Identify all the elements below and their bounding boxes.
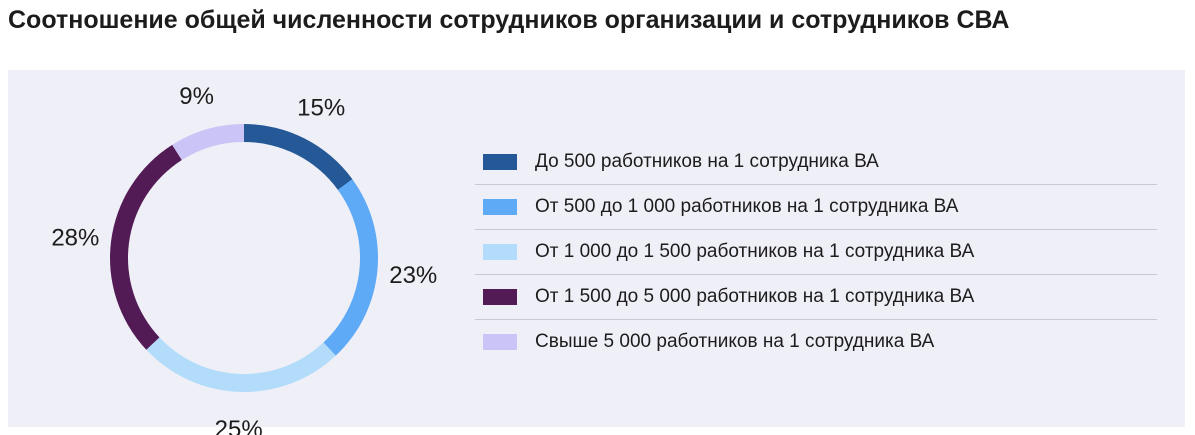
legend-item: От 500 до 1 000 работников на 1 сотрудни…	[475, 185, 1157, 230]
donut-slices	[109, 124, 378, 392]
legend-item: До 500 работников на 1 сотрудника ВА	[475, 140, 1157, 185]
donut-slice	[323, 179, 378, 356]
legend-label: Свыше 5 000 работников на 1 сотрудника В…	[535, 331, 935, 352]
legend-swatch	[483, 244, 517, 260]
donut-slice	[244, 124, 353, 190]
legend-swatch	[483, 289, 517, 305]
slice-value-label: 25%	[215, 416, 263, 435]
legend-item: От 1 500 до 5 000 работников на 1 сотруд…	[475, 275, 1157, 320]
donut-slice	[172, 124, 244, 161]
legend-label: До 500 работников на 1 сотрудника ВА	[535, 151, 879, 172]
donut-labels: 15% 23% 25% 28% 9%	[51, 83, 437, 435]
legend-swatch	[483, 199, 517, 215]
legend-label: От 500 до 1 000 работников на 1 сотрудни…	[535, 196, 959, 217]
donut-slice	[109, 144, 182, 350]
slice-value-label: 23%	[389, 262, 437, 289]
legend: До 500 работников на 1 сотрудника ВА От …	[475, 140, 1157, 364]
slice-value-label: 9%	[179, 83, 214, 110]
legend-label: От 1 000 до 1 500 работников на 1 сотруд…	[535, 241, 975, 262]
legend-item: Свыше 5 000 работников на 1 сотрудника В…	[475, 320, 1157, 364]
legend-label: От 1 500 до 5 000 работников на 1 сотруд…	[535, 286, 975, 307]
legend-swatch	[483, 334, 517, 350]
donut-slice	[146, 337, 336, 392]
slice-value-label: 15%	[297, 95, 345, 122]
slice-value-label: 28%	[51, 225, 99, 252]
chart-title: Соотношение общей численности сотруднико…	[8, 6, 1010, 34]
legend-item: От 1 000 до 1 500 работников на 1 сотруд…	[475, 230, 1157, 275]
legend-swatch	[483, 154, 517, 170]
